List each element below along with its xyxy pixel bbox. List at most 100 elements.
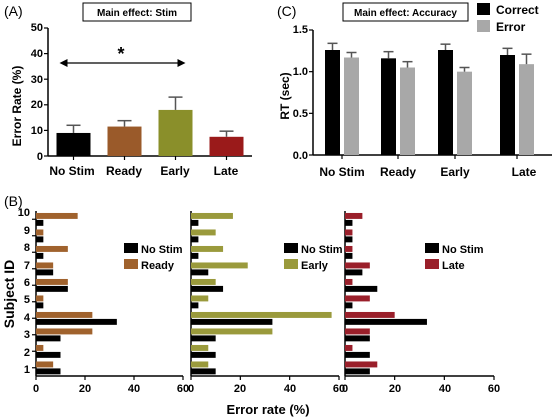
panel-c-ytick-label: 1.5 [293,24,308,36]
significance-arrow-head [59,59,68,67]
bar-early [191,262,248,269]
b3-xtick-label: 40 [439,383,451,395]
b1-legend-label-nostim: No Stim [141,244,183,256]
bar-no-stim [191,236,199,243]
b2-legend-swatch-nostim [284,243,298,253]
b1-legend-swatch-nostim [124,243,138,253]
panel-a-label: (A) [4,3,23,19]
bar-error [344,57,359,155]
panel-a-ylabel: Error Rate (%) [10,66,24,147]
bar-early [191,295,209,302]
bar-no-stim [345,219,353,226]
bar-late [345,245,353,252]
significance-marker: * [117,44,124,64]
bar-correct [500,55,515,155]
panel-b-subplot-early: 0 20 40 60 No Stim Early [188,243,345,395]
panel-c-ytick-label: 0.0 [293,150,308,162]
b2-xtick-label: 20 [234,383,246,395]
bar-error [400,67,415,155]
bar-late [345,328,370,335]
bar-no-stim [345,318,427,325]
bar-no-stim [191,285,224,292]
bar-no-stim [191,351,216,358]
b1-xtick-label: 20 [79,383,91,395]
subject-tick-label: 8 [24,242,30,254]
panel-c-xtick-label: Late [512,165,537,179]
panel-a-title-box [82,2,192,22]
panel-a-xtick-label: Early [160,164,190,178]
bar-late [345,212,363,219]
b3-xtick-label: 60 [488,383,500,395]
panel-a-ytick-label: 40 [31,48,43,60]
bar-no-stim [36,285,68,292]
subject-tick-label: 2 [24,347,30,359]
bar-late [345,344,353,351]
subject-tick-label: 1 [24,364,30,376]
bar-error [457,71,472,155]
bar-ready [36,295,44,302]
bar-early [191,344,209,351]
panel-a-title: Main effect: Stim [97,8,177,19]
panel-a-ytick-label: 30 [31,74,43,86]
b2-legend-swatch-early [284,259,298,269]
b2-xtick-label: 40 [284,383,296,395]
panel-a-plot [44,27,252,160]
bar-no-stim [191,302,199,309]
bar-late [345,311,395,318]
panel-b-subplot-late: 0 20 40 60 No Stim Late [342,243,500,395]
bar-early [191,245,224,252]
bar-late [345,262,370,269]
bar-no-stim [36,302,44,309]
bar-early [191,212,233,219]
subject-tick-label: 4 [24,312,31,324]
panel-c-xtick-label: No Stim [319,165,364,179]
bar-no-stim [36,318,117,325]
bar [158,109,193,156]
subject-tick-label: 10 [18,207,30,219]
bar-no-stim [345,252,353,259]
bar-early [191,328,273,335]
bar-no-stim [345,285,378,292]
bar [107,126,142,156]
bar-no-stim [345,335,370,342]
subject-tick-label: 6 [24,277,30,289]
panel-a-ytick-label: 10 [31,125,43,137]
b1-xtick-label: 60 [177,383,189,395]
b3-legend-swatch-nostim [425,243,439,253]
bar-late [345,229,353,236]
subject-tick-label: 7 [24,260,30,272]
bar-no-stim [36,351,61,358]
bar-no-stim [345,236,353,243]
subject-tick-label: 3 [24,329,30,341]
panel-c-title-box [342,2,469,22]
bar-ready [36,229,44,236]
bar-ready [36,262,54,269]
bar-no-stim [191,368,216,375]
panel-a-xtick-label: Ready [106,164,142,178]
b3-xtick-label: 20 [389,383,401,395]
bar [209,136,244,156]
panel-c-xtick-label: Ready [380,165,416,179]
b1-legend-label-ready: Ready [141,260,175,272]
panel-b-label: (B) [4,193,23,209]
bar-ready [36,344,44,351]
panel-b-subject-ticks: 1 2 3 4 5 6 7 8 9 10 [18,207,31,376]
panel-a-xtick-label: Late [214,164,239,178]
b1-xtick-label: 40 [128,383,140,395]
panel-a-xtick-label: No Stim [49,164,94,178]
legend-label-correct: Correct [496,3,539,17]
panel-a-ytick-label: 0 [37,151,43,163]
bar-no-stim [36,252,44,259]
bar-error [519,64,534,155]
panel-b: (B) Subject ID Error rate (%) 1 2 3 4 5 … [1,193,500,417]
panel-c-xticks: No Stim Ready Early Late [319,165,536,179]
bar-correct [325,50,340,155]
bar-no-stim [36,236,44,243]
bar-no-stim [345,368,370,375]
b3-xtick-label: 0 [342,383,348,395]
b1-legend-swatch-ready [124,259,138,269]
bar-early [191,361,209,368]
bar-correct [381,58,396,156]
panel-b-subplot-ready: 0 20 40 60 No Stim Ready [33,243,189,395]
panel-a-xticks: No Stim Ready Early Late [49,164,238,178]
